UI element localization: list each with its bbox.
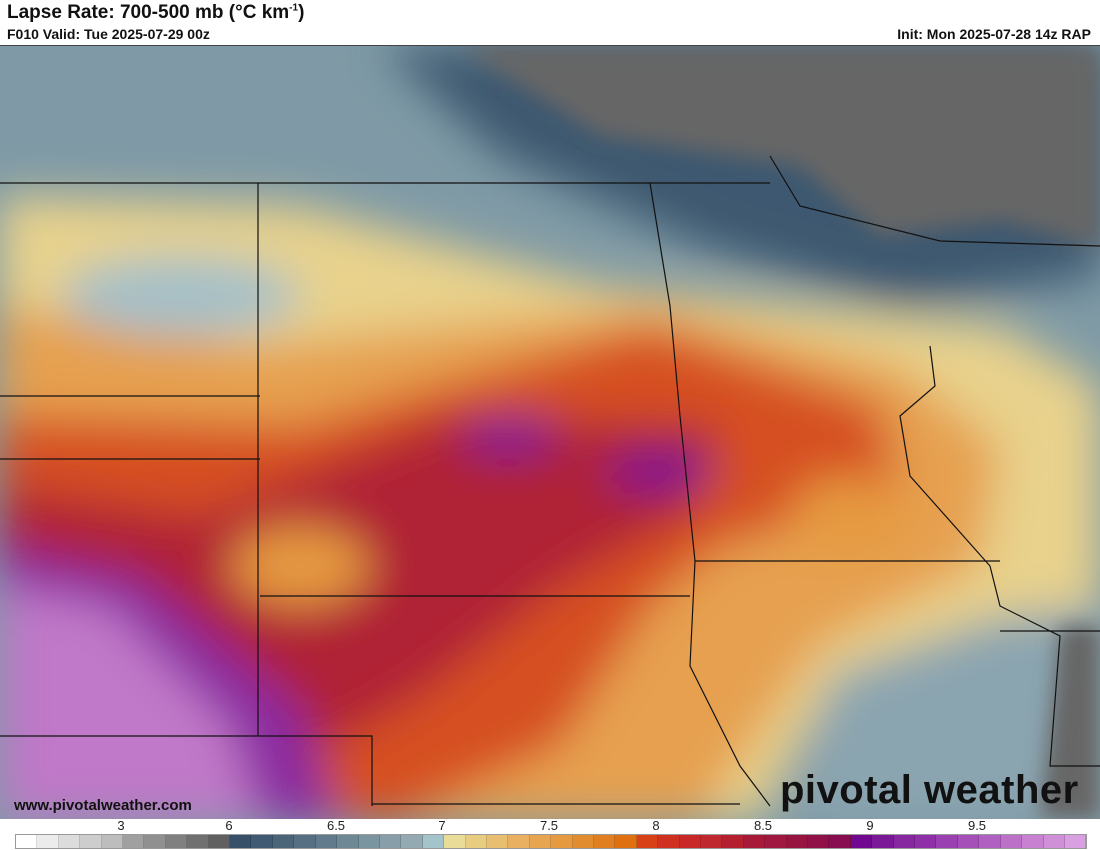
colorbar-tick: 7	[438, 818, 446, 833]
colorbar-swatch	[251, 835, 273, 848]
map-title: Lapse Rate: 700-500 mb (°C km-1)	[7, 2, 305, 23]
colorbar-swatch	[765, 835, 787, 848]
colorbar-swatch	[272, 835, 295, 848]
colorbar-swatch	[1043, 835, 1065, 848]
colorbar-swatch	[37, 835, 59, 848]
colorbar-swatch	[187, 835, 209, 848]
colorbar-swatch	[58, 835, 81, 848]
colorbar-swatch	[615, 835, 637, 848]
colorbar-swatch	[337, 835, 359, 848]
colorbar-swatch	[893, 835, 916, 848]
website-watermark: www.pivotalweather.com	[14, 797, 192, 814]
colorbar-swatch	[915, 835, 937, 848]
colorbar-swatch	[722, 835, 744, 848]
colorbar-swatch	[872, 835, 894, 848]
colorbar-swatch	[358, 835, 380, 848]
colorbar-swatch	[230, 835, 252, 848]
colorbar-swatch	[508, 835, 530, 848]
colorbar-swatch	[658, 835, 680, 848]
colorbar-swatch	[979, 835, 1001, 848]
colorbar-swatch	[1064, 835, 1087, 848]
colorbar-swatch	[1022, 835, 1044, 848]
colorbar-swatch	[165, 835, 188, 848]
colorbar-swatch	[679, 835, 701, 848]
colorbar-swatch	[636, 835, 659, 848]
pivotal-weather-logo: pivotal weather	[780, 768, 1079, 812]
init-time: Init: Mon 2025-07-28 14z RAP	[897, 26, 1091, 42]
colorbar-swatch	[422, 835, 445, 848]
colorbar-tick: 6	[225, 818, 233, 833]
colorbar-swatch	[572, 835, 594, 848]
colorbar-swatch	[936, 835, 958, 848]
colorbar-swatch	[208, 835, 231, 848]
colorbar-tick: 7.5	[539, 818, 559, 833]
colorbar-swatch	[315, 835, 338, 848]
colorbar-swatch	[529, 835, 552, 848]
colorbar-tick: 8.5	[753, 818, 773, 833]
valid-time: F010 Valid: Tue 2025-07-29 00z	[7, 26, 210, 42]
colorbar-swatch	[123, 835, 145, 848]
colorbar-swatch	[701, 835, 723, 848]
colorbar-tick: 9.5	[967, 818, 987, 833]
colorbar-swatch	[829, 835, 851, 848]
colorbar-swatch	[786, 835, 809, 848]
lapse-rate-map	[0, 45, 1100, 819]
colorbar-swatch	[101, 835, 124, 848]
colorbar-swatch	[401, 835, 423, 848]
colorbar-tick: 8	[652, 818, 660, 833]
colorbar-swatch	[379, 835, 402, 848]
colorbar-swatch	[444, 835, 466, 848]
colorbar-swatch	[743, 835, 766, 848]
colorbar-swatch	[1000, 835, 1023, 848]
colorbar-swatch	[486, 835, 509, 848]
colorbar-swatch	[850, 835, 873, 848]
colorbar-swatch	[144, 835, 166, 848]
colorbar-swatch	[808, 835, 830, 848]
colorbar-swatch	[551, 835, 573, 848]
colorbar	[15, 834, 1087, 849]
colorbar-tick: 9	[866, 818, 874, 833]
colorbar-swatch	[16, 835, 38, 848]
colorbar-tick: 3	[117, 818, 125, 833]
colorbar-swatch	[957, 835, 980, 848]
state-borders	[0, 155, 1100, 807]
colorbar-swatch	[465, 835, 487, 848]
colorbar-tick: 6.5	[326, 818, 346, 833]
colorbar-swatch	[80, 835, 102, 848]
colorbar-swatch	[593, 835, 616, 848]
colorbar-swatch	[294, 835, 316, 848]
